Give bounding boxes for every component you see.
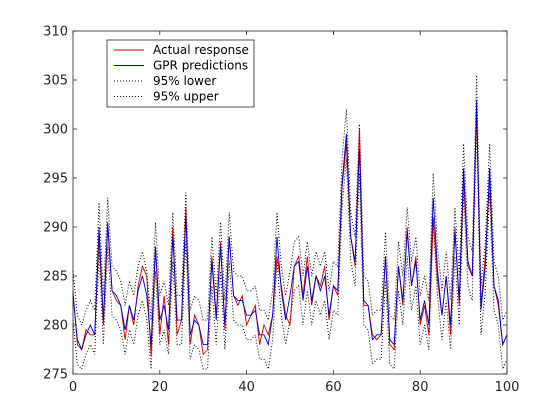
series-line-gpr-predictions: [72, 99, 508, 351]
axis-ticks: 0 20 40 60 80 100 275 280 285 290 295 300 305 310: [43, 25, 519, 396]
series-line-95pct-upper: [72, 75, 508, 327]
axes-box: [72, 30, 508, 375]
legend-label-actual-response: Actual response: [153, 43, 249, 57]
x-tick-label: 100: [495, 380, 520, 395]
legend-box: [106, 39, 255, 108]
y-tick-label: 310: [43, 25, 68, 40]
legend-label-95pct-lower: 95% lower: [153, 74, 216, 88]
series-line-95pct-lower: [72, 124, 508, 372]
series-lines: [72, 75, 508, 372]
y-tick-label: 290: [43, 221, 68, 236]
x-tick-label: 20: [152, 380, 169, 395]
x-tick-label: 60: [325, 380, 342, 395]
y-tick-label: 305: [43, 74, 68, 89]
y-tick-label: 300: [43, 123, 68, 138]
x-tick-label: 80: [412, 380, 429, 395]
legend-label-95pct-upper: 95% upper: [153, 90, 219, 104]
y-tick-label: 280: [43, 319, 68, 334]
y-tick-label: 285: [43, 270, 68, 285]
legend-label-gpr-predictions: GPR predictions: [153, 59, 248, 73]
series-line-actual-response: [72, 109, 508, 357]
x-tick-label: 40: [238, 380, 255, 395]
y-tick-label: 295: [43, 172, 68, 187]
y-tick-label: 275: [43, 368, 68, 383]
x-tick-label: 0: [69, 380, 77, 395]
